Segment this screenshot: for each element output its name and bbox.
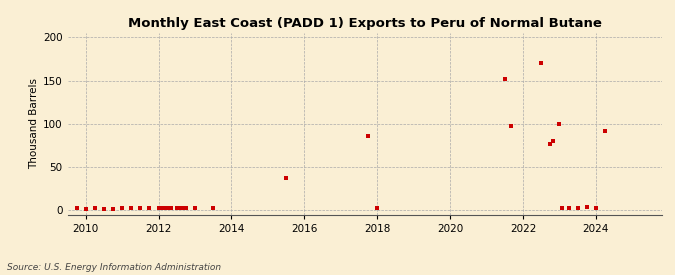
Point xyxy=(174,206,185,211)
Point xyxy=(89,206,100,211)
Point xyxy=(165,206,176,211)
Point xyxy=(171,206,182,211)
Point xyxy=(581,205,592,209)
Point xyxy=(80,207,91,211)
Point xyxy=(153,205,164,210)
Point xyxy=(208,206,219,211)
Point xyxy=(159,206,170,211)
Point xyxy=(554,122,565,126)
Point xyxy=(135,206,146,211)
Point xyxy=(506,124,516,128)
Point xyxy=(563,206,574,211)
Point xyxy=(557,206,568,211)
Point xyxy=(372,206,383,211)
Point xyxy=(126,206,136,211)
Point xyxy=(545,142,556,147)
Point xyxy=(500,77,510,81)
Point xyxy=(591,206,601,211)
Point xyxy=(117,205,128,210)
Point xyxy=(362,134,373,138)
Point xyxy=(281,176,292,180)
Point xyxy=(162,205,173,210)
Point xyxy=(548,139,559,143)
Point xyxy=(144,206,155,211)
Point xyxy=(536,61,547,65)
Point xyxy=(156,206,167,211)
Text: Source: U.S. Energy Information Administration: Source: U.S. Energy Information Administ… xyxy=(7,263,221,272)
Point xyxy=(178,206,188,211)
Point xyxy=(107,207,118,211)
Y-axis label: Thousand Barrels: Thousand Barrels xyxy=(29,78,38,169)
Point xyxy=(180,205,191,210)
Point xyxy=(71,206,82,211)
Point xyxy=(599,128,610,133)
Point xyxy=(572,206,583,211)
Title: Monthly East Coast (PADD 1) Exports to Peru of Normal Butane: Monthly East Coast (PADD 1) Exports to P… xyxy=(128,17,601,31)
Point xyxy=(190,206,200,211)
Point xyxy=(99,207,109,211)
